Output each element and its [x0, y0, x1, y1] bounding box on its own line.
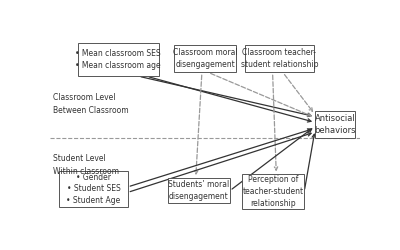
- Text: Student Level
Within classroom: Student Level Within classroom: [53, 154, 119, 176]
- FancyBboxPatch shape: [315, 111, 355, 138]
- Text: Classroom moral
disengagement: Classroom moral disengagement: [173, 48, 237, 69]
- Text: • Mean classroom SES
• Mean classroom age: • Mean classroom SES • Mean classroom ag…: [75, 50, 161, 70]
- Text: Classroom Level
Between Classroom: Classroom Level Between Classroom: [53, 93, 129, 115]
- FancyBboxPatch shape: [245, 46, 314, 72]
- Text: Perception of
teacher-student
relationship: Perception of teacher-student relationsh…: [243, 176, 304, 208]
- Text: Classroom teacher-
student relationship: Classroom teacher- student relationship: [241, 48, 318, 69]
- FancyBboxPatch shape: [59, 170, 128, 207]
- Text: • Gender
• Student SES
• Student Age: • Gender • Student SES • Student Age: [66, 172, 120, 205]
- FancyBboxPatch shape: [174, 46, 236, 72]
- FancyBboxPatch shape: [168, 178, 230, 203]
- FancyBboxPatch shape: [242, 174, 304, 209]
- FancyBboxPatch shape: [78, 44, 158, 76]
- Text: Students’ moral
disengagement: Students’ moral disengagement: [168, 180, 230, 201]
- Text: Antisocial
behaviors: Antisocial behaviors: [314, 114, 356, 135]
